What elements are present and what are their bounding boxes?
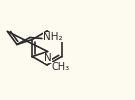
Text: N: N [44, 53, 52, 63]
Text: CH₃: CH₃ [52, 62, 70, 72]
Text: NH₂: NH₂ [43, 32, 63, 42]
Text: Cl: Cl [48, 34, 59, 44]
